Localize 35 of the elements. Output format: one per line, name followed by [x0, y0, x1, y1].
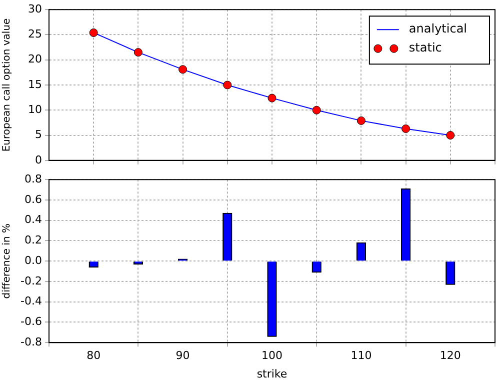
x-tick-label: 110	[350, 349, 372, 362]
point	[223, 80, 232, 90]
x-tick-label: 100	[262, 349, 282, 362]
point	[312, 106, 321, 114]
point	[89, 28, 98, 37]
y-tick-label: 20	[28, 52, 42, 66]
y-tick-label: 0.8	[24, 172, 42, 186]
point	[268, 94, 276, 102]
y-tick-label: 25	[28, 28, 42, 41]
x-tick-label: 120	[440, 349, 461, 362]
y-tick-label: 0.0	[24, 254, 42, 267]
y-tick-label: -0.4	[20, 294, 42, 308]
point	[178, 65, 188, 74]
legend-label: analytical	[408, 22, 468, 36]
y-tick-label: -0.2	[20, 274, 42, 288]
point	[402, 124, 410, 133]
x-tick-label: 80	[86, 349, 101, 362]
y-tick-label: 0.2	[24, 234, 42, 247]
point	[134, 48, 142, 57]
x-tick-label: 90	[176, 349, 190, 362]
x-axis-title: strike	[256, 367, 288, 380]
y-tick-label: 5	[35, 128, 42, 142]
y-axis-title: difference in %	[2, 224, 13, 299]
y-tick-label: 30	[28, 2, 42, 16]
legend-label: static	[408, 40, 442, 55]
y-axis-title: European call option value	[2, 18, 13, 152]
y-tick-label: 0.6	[24, 192, 42, 206]
y-tick-label: 15	[28, 78, 42, 91]
point	[356, 116, 366, 125]
y-tick-label: -0.6	[20, 315, 42, 328]
y-tick-label: 0.4	[24, 213, 42, 226]
y-tick-label: 0	[35, 153, 42, 166]
y-tick-label: 10	[28, 102, 42, 116]
point	[446, 131, 455, 140]
y-tick-label: -0.8	[20, 335, 42, 348]
